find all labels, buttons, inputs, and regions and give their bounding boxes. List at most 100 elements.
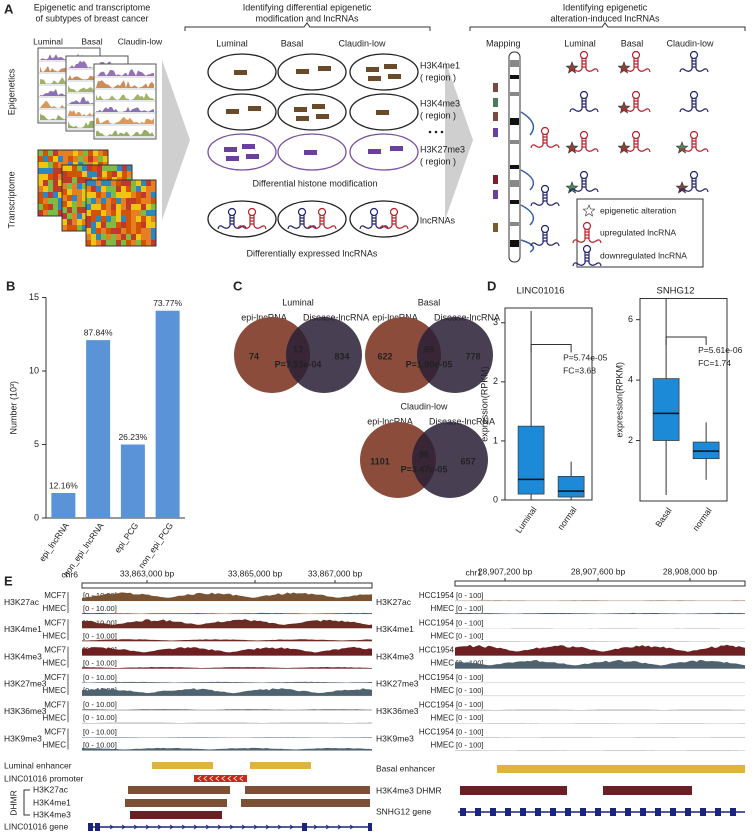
heat-cell [91,192,96,198]
heat-cell [131,180,136,186]
star-icon [565,181,579,194]
heat-cell [111,192,116,198]
ellipsis-dot [428,130,432,134]
lncrna-icon [621,50,651,73]
coordinate-label: 28,907,200 bp [478,566,533,576]
heat-cell [111,198,116,204]
lncrna-icon [307,207,337,230]
loop [579,130,589,140]
heat-cell [38,180,43,186]
heat-cell [72,177,77,183]
heat-cell [121,186,126,192]
mark-label: H3K27me3 [420,144,465,154]
range-label: [0 - 100] [456,686,484,695]
tail [359,225,389,230]
heat-cell [48,180,53,186]
range-label: [0 - 10.00] [83,618,117,627]
heat-cell [146,234,151,240]
exon [460,808,466,816]
heat-cell [86,222,91,228]
loop [579,50,589,60]
tail [379,225,409,230]
range-label: [0 - 10.00] [83,631,117,640]
chrom-band [510,240,519,247]
section-title: of subtypes of breast cancer [35,13,148,23]
heat-cell [93,156,98,162]
gene-label: LINC01016 gene [4,821,69,831]
heat-cell [126,192,131,198]
range-label: [0 - 100] [456,700,484,709]
lncrna-icon [621,130,651,153]
ellipsis-dot [440,130,444,134]
track-mark: H3K27me3 [376,679,419,689]
significance-bracket [530,343,572,353]
heat-cell [111,186,116,192]
lncrna-icon [530,126,560,149]
cell-label: HCC1954 [419,728,455,737]
lncrna-icon [572,221,602,244]
heat-cell [96,186,101,192]
signal [96,106,154,112]
heat-cell [67,177,72,183]
legend-label: epigenetic alteration [600,205,676,215]
chrom-band [510,60,519,67]
region [384,64,397,69]
heat-cell [116,186,121,192]
cell-label: HMEC [430,631,454,640]
tail [530,202,560,207]
heat-cell [53,198,58,204]
heat-cell [53,150,58,156]
venn-title: Basal [418,297,441,307]
heat-cell [101,228,106,234]
ellipsis-dot [434,130,438,134]
heat-cell [121,210,126,216]
annotation-label: H3K4me3 DHMR [376,785,442,795]
heat-cell [146,186,151,192]
heat-cell [96,198,101,204]
heat-cell [111,210,116,216]
venn-count: 74 [249,351,259,361]
exon [670,808,676,816]
lncrna-icon [569,50,599,73]
panel-label: A [4,1,14,16]
column-label: Luminal [33,36,63,46]
heat-cell [101,186,106,192]
lncrna-icon [569,170,599,193]
column-label: Claudin-low [118,36,163,46]
venn-count: 657 [460,456,475,466]
region [226,156,239,161]
y-tick-label: 10 [29,365,39,375]
chrom-band [510,140,519,144]
legend-label: downregulated lncRNA [600,250,687,260]
loop [540,224,550,234]
chrom-band [510,118,519,125]
heat-cell [151,210,156,216]
heat-cell [107,165,112,171]
strand-arrow [349,824,354,830]
stem [581,138,587,149]
chromosome-label: chr6 [61,569,78,579]
heat-cell [86,228,91,234]
heatmap-frame [85,179,157,247]
chromosome-label: chr1 [465,567,482,577]
heat-cell [106,228,111,234]
strand-arrow [265,824,270,830]
heat-cell [86,204,91,210]
exon [580,808,586,816]
dhmr-mark: H3K4me1 [33,797,71,807]
track-mark: H3K4me1 [376,624,414,634]
heat-cell [62,201,67,207]
range-label: [0 - 100] [456,618,484,627]
heat-cell [43,156,48,162]
heat-cell [116,234,121,240]
mark-sub: ( region ) [420,156,456,166]
heat-cell [101,180,106,186]
heat-cell [121,192,126,198]
stem [633,98,639,109]
track-signal [455,709,745,711]
set-label: Disease-lncRNA [429,416,495,426]
heat-cell [151,216,156,222]
heat-cell [91,234,96,240]
lncrna-icon [530,224,560,247]
heat-cell [116,198,121,204]
